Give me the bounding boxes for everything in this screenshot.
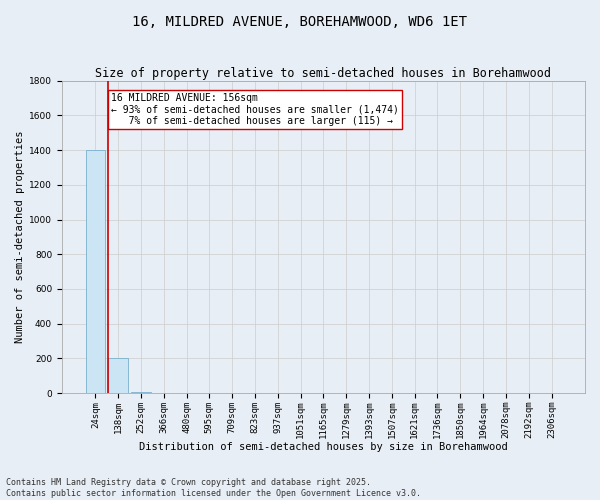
Text: 16 MILDRED AVENUE: 156sqm
← 93% of semi-detached houses are smaller (1,474)
   7: 16 MILDRED AVENUE: 156sqm ← 93% of semi-… (111, 93, 398, 126)
Bar (131, 392, 151, 393)
Text: 16, MILDRED AVENUE, BOREHAMWOOD, WD6 1ET: 16, MILDRED AVENUE, BOREHAMWOOD, WD6 1ET (133, 15, 467, 29)
X-axis label: Distribution of semi-detached houses by size in Borehamwood: Distribution of semi-detached houses by … (139, 442, 508, 452)
Y-axis label: Number of semi-detached properties: Number of semi-detached properties (15, 130, 25, 343)
Bar (109, 358, 128, 393)
Text: Contains HM Land Registry data © Crown copyright and database right 2025.
Contai: Contains HM Land Registry data © Crown c… (6, 478, 421, 498)
Bar (86, 150, 105, 393)
Title: Size of property relative to semi-detached houses in Borehamwood: Size of property relative to semi-detach… (95, 66, 551, 80)
